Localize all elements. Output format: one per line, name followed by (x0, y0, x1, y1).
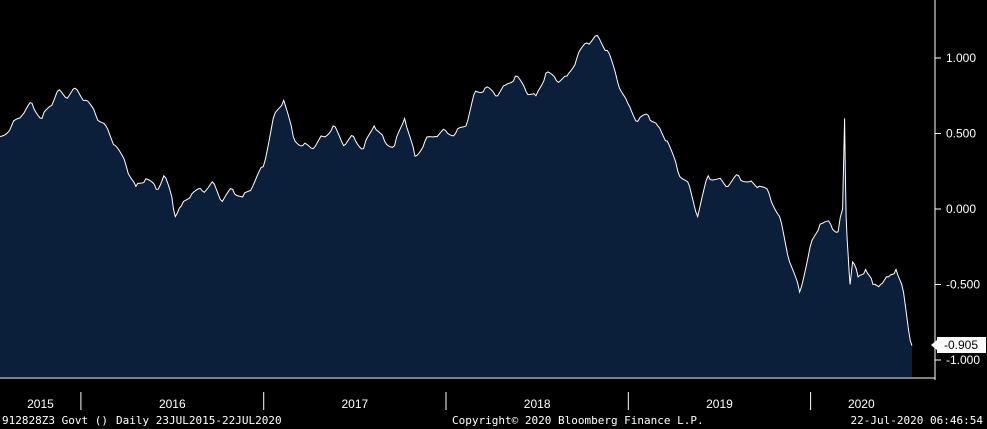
series-line (0, 34, 913, 346)
x-tick-label: 2020 (848, 397, 875, 411)
y-tick-label: 0.500 (946, 127, 976, 141)
plot-area (0, 34, 913, 378)
footer-range: Daily 23JUL2015-22JUL2020 (116, 414, 282, 427)
x-axis-ticks: 2015 2016 2017 2018 2019 2020 (27, 392, 875, 411)
last-value-label: -0.905 (944, 338, 978, 352)
x-tick-label: 2016 (159, 397, 186, 411)
y-tick-label: -1.000 (946, 353, 980, 367)
footer-timestamp: 22-Jul-2020 06:46:54 (850, 414, 983, 427)
y-tick-label: 0.000 (946, 202, 976, 216)
last-value-box (937, 337, 986, 353)
footer-copyright: Copyright© 2020 Bloomberg Finance L.P. (452, 414, 704, 427)
last-value-badge: -0.905 (931, 337, 986, 353)
y-tick-label: -0.500 (946, 278, 980, 292)
y-tick-label: 1.000 (946, 51, 976, 65)
x-tick-label: 2015 (27, 397, 54, 411)
x-tick-label: 2018 (524, 397, 551, 411)
last-value-pointer (931, 340, 937, 350)
footer-ticker: 912828Z3 Govt () (2, 414, 108, 427)
footer-bar: 912828Z3 Govt () Daily 23JUL2015-22JUL20… (0, 412, 987, 429)
y-axis-ticks: 1.000 0.500 0.000 -0.500 -1.000 (935, 51, 980, 367)
x-tick-label: 2017 (342, 397, 369, 411)
series-area (0, 35, 912, 378)
x-tick-label: 2019 (706, 397, 733, 411)
